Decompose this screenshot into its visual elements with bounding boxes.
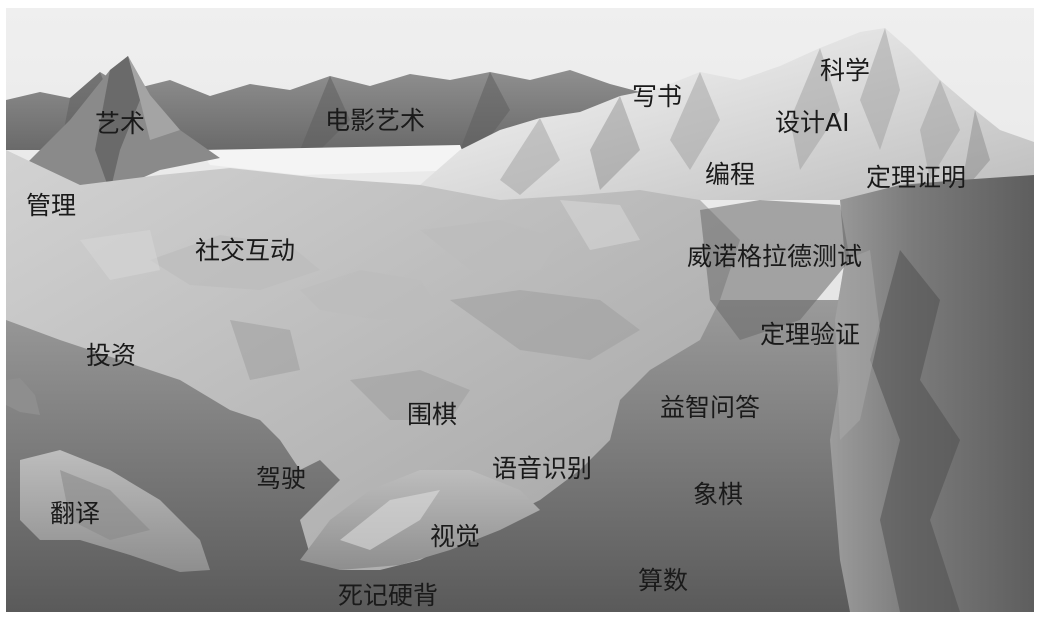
label-programming: 编程 [705, 160, 756, 189]
label-theorem-proving: 定理证明 [866, 163, 967, 192]
label-film-art: 电影艺术 [325, 106, 426, 135]
label-social-interaction: 社交互动 [195, 236, 296, 265]
label-winograd-test: 威诺格拉德测试 [687, 242, 863, 271]
label-vision: 视觉 [430, 522, 481, 551]
label-chess: 象棋 [693, 480, 744, 509]
right-cliff [830, 175, 1034, 612]
label-writing: 写书 [632, 82, 683, 111]
label-go: 围棋 [407, 400, 458, 429]
snow-mountains [420, 28, 1034, 200]
label-art: 艺术 [95, 109, 146, 138]
label-management: 管理 [26, 191, 77, 220]
small-rock [6, 378, 40, 415]
label-speech-recognition: 语音识别 [492, 454, 593, 483]
label-design-ai: 设计AI [775, 108, 850, 137]
label-arithmetic: 算数 [638, 566, 689, 595]
label-translation: 翻译 [50, 499, 101, 528]
label-driving: 驾驶 [256, 464, 307, 493]
label-science: 科学 [820, 56, 871, 85]
label-rote-memorization: 死记硬背 [338, 581, 439, 610]
label-theorem-verification: 定理验证 [760, 320, 861, 349]
label-trivia-qa: 益智问答 [660, 393, 761, 422]
label-investment: 投资 [86, 341, 137, 370]
